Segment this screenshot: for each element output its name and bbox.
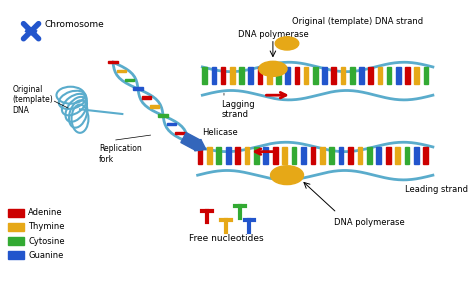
- Bar: [142, 96, 151, 99]
- Bar: [221, 67, 226, 84]
- Bar: [230, 67, 235, 84]
- Bar: [285, 67, 290, 84]
- Bar: [294, 67, 299, 84]
- Text: Chromosome: Chromosome: [44, 20, 104, 29]
- Bar: [341, 67, 346, 84]
- Bar: [405, 147, 410, 164]
- Bar: [150, 105, 159, 108]
- Bar: [283, 147, 287, 164]
- Bar: [254, 147, 259, 164]
- Bar: [395, 147, 400, 164]
- Bar: [292, 147, 296, 164]
- Bar: [350, 67, 355, 84]
- Bar: [8, 237, 25, 245]
- Bar: [273, 147, 278, 164]
- Bar: [320, 147, 325, 164]
- Bar: [125, 79, 134, 81]
- Bar: [108, 61, 118, 63]
- Ellipse shape: [259, 61, 287, 77]
- Ellipse shape: [275, 37, 299, 50]
- Text: Original (template) DNA strand: Original (template) DNA strand: [292, 17, 423, 26]
- Bar: [368, 67, 373, 84]
- Text: DNA polymerase: DNA polymerase: [237, 29, 308, 39]
- Bar: [245, 147, 249, 164]
- Bar: [211, 67, 216, 84]
- Bar: [133, 88, 143, 90]
- Bar: [217, 147, 221, 164]
- Text: Original
(template)
DNA: Original (template) DNA: [12, 85, 53, 115]
- Bar: [202, 67, 207, 84]
- Bar: [207, 147, 212, 164]
- Bar: [396, 67, 401, 84]
- Bar: [267, 67, 272, 84]
- Text: Replication
fork: Replication fork: [99, 144, 142, 164]
- Bar: [414, 67, 419, 84]
- Bar: [423, 147, 428, 164]
- Bar: [357, 147, 362, 164]
- Bar: [322, 67, 327, 84]
- Bar: [386, 147, 391, 164]
- FancyArrow shape: [181, 133, 206, 151]
- Bar: [414, 147, 419, 164]
- Bar: [248, 67, 253, 84]
- Bar: [329, 147, 334, 164]
- Bar: [8, 251, 25, 259]
- Bar: [405, 67, 410, 84]
- Bar: [367, 147, 372, 164]
- Bar: [387, 67, 392, 84]
- Text: DNA polymerase: DNA polymerase: [334, 218, 405, 227]
- Text: Cytosine: Cytosine: [28, 237, 65, 246]
- Bar: [183, 141, 193, 143]
- Bar: [378, 67, 382, 84]
- Ellipse shape: [271, 166, 303, 185]
- Bar: [235, 147, 240, 164]
- Text: Lagging
strand: Lagging strand: [221, 100, 255, 119]
- Bar: [117, 70, 126, 72]
- Bar: [226, 147, 230, 164]
- Bar: [175, 132, 184, 134]
- Text: Thymine: Thymine: [28, 223, 65, 232]
- Bar: [158, 114, 168, 117]
- Bar: [167, 123, 176, 125]
- Bar: [276, 67, 281, 84]
- Bar: [301, 147, 306, 164]
- Bar: [310, 147, 315, 164]
- Text: Free nucleotides: Free nucleotides: [189, 234, 263, 243]
- Text: Helicase: Helicase: [202, 128, 238, 137]
- Bar: [424, 67, 428, 84]
- Bar: [198, 147, 202, 164]
- Text: Adenine: Adenine: [28, 208, 63, 217]
- Bar: [313, 67, 318, 84]
- Bar: [8, 223, 25, 231]
- Bar: [264, 147, 268, 164]
- Bar: [239, 67, 244, 84]
- Bar: [376, 147, 381, 164]
- Bar: [339, 147, 344, 164]
- Bar: [359, 67, 364, 84]
- Bar: [258, 67, 263, 84]
- Bar: [348, 147, 353, 164]
- Bar: [8, 209, 25, 217]
- Bar: [331, 67, 336, 84]
- Text: Leading strand: Leading strand: [405, 185, 468, 194]
- Text: Guanine: Guanine: [28, 251, 64, 260]
- Bar: [304, 67, 309, 84]
